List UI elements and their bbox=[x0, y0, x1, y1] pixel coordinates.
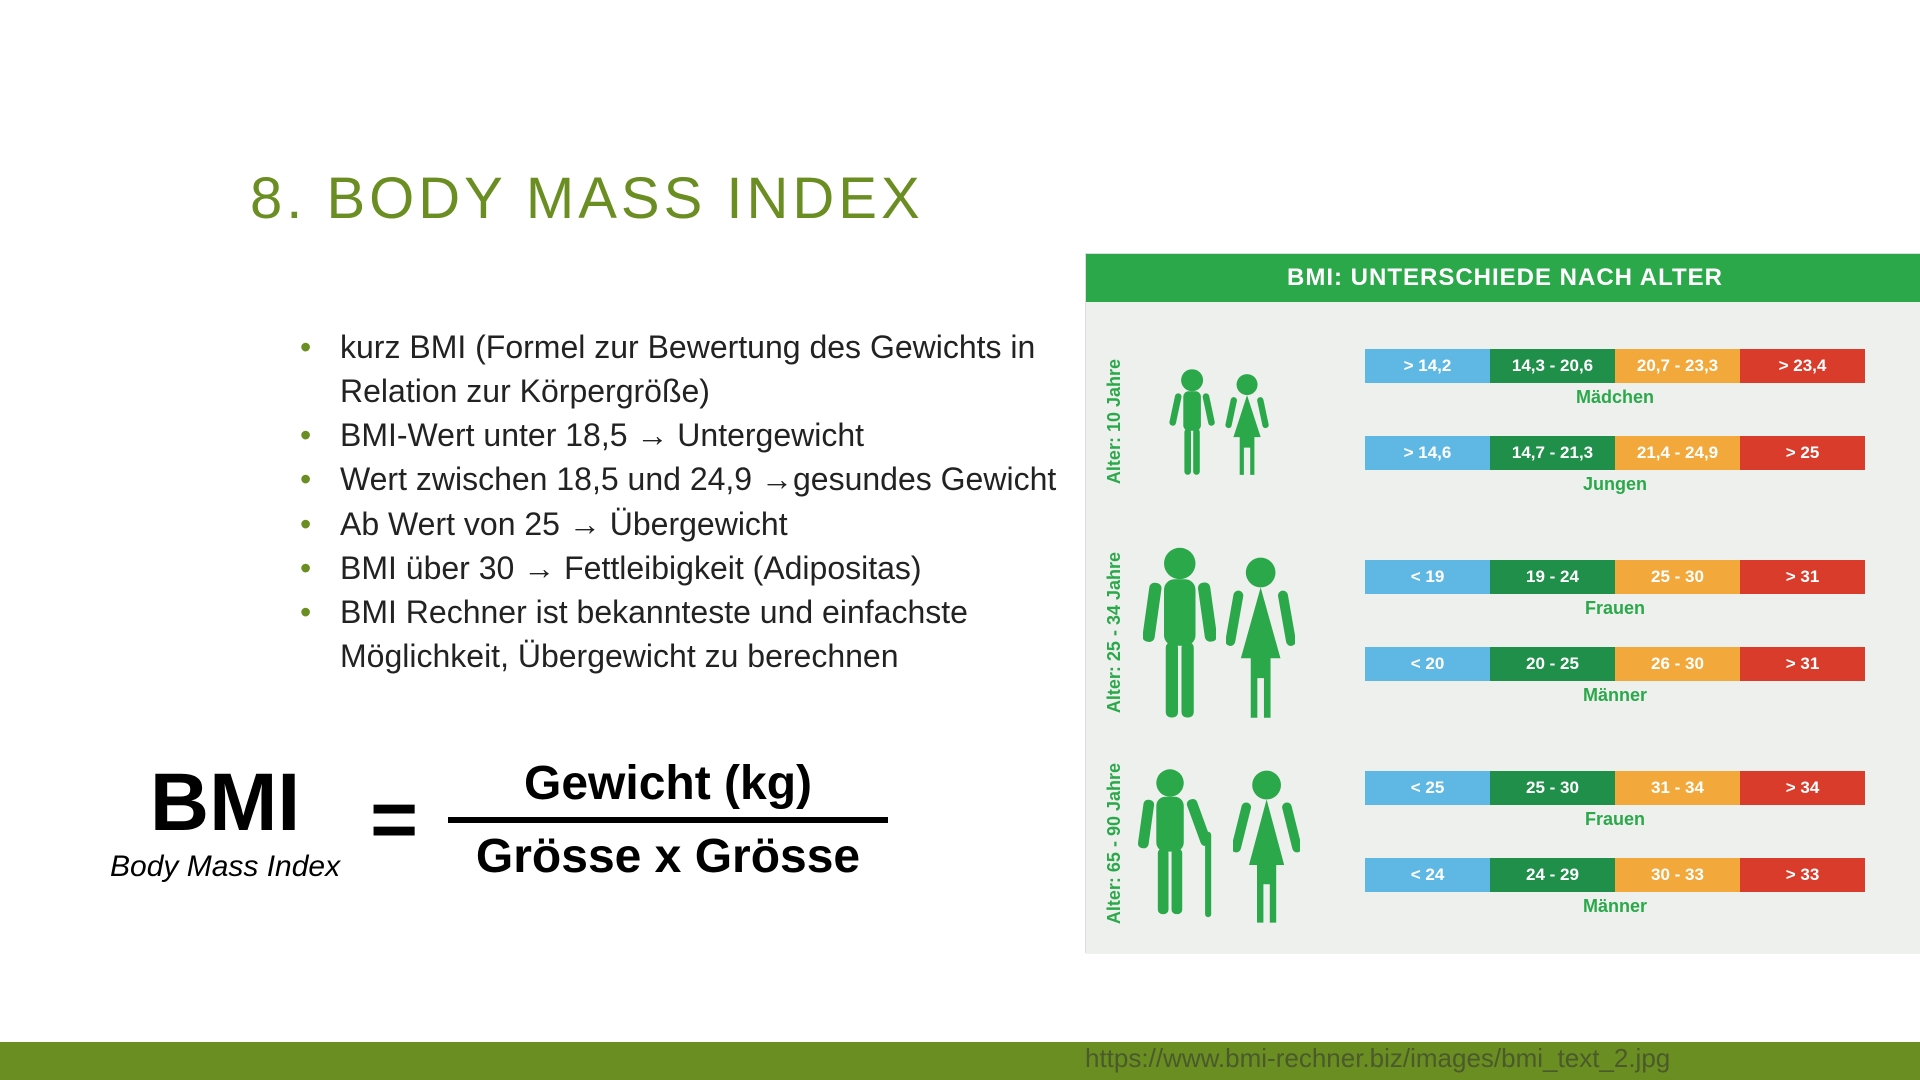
bmi-segment: > 14,2 bbox=[1365, 349, 1490, 383]
slide: 8. BODY MASS INDEX kurz BMI (Formel zur … bbox=[0, 0, 1920, 1080]
bmi-bar-label: Männer bbox=[1583, 685, 1647, 706]
bmi-segment: 21,4 - 24,9 bbox=[1615, 436, 1740, 470]
age-group: Alter: 25 - 34 Jahre < 1919 - 2425 - 30>… bbox=[1104, 533, 1906, 733]
bullet-list: kurz BMI (Formel zur Bewertung des Gewic… bbox=[300, 325, 1060, 678]
bmi-segment: < 24 bbox=[1365, 858, 1490, 892]
person-figures bbox=[1134, 546, 1304, 721]
person-figures bbox=[1134, 367, 1304, 477]
bullet-item: kurz BMI (Formel zur Bewertung des Gewic… bbox=[300, 325, 1060, 413]
age-group: Alter: 65 - 90 Jahre < 2525 - 3031 - 34>… bbox=[1104, 744, 1906, 944]
bmi-segment: > 34 bbox=[1740, 771, 1865, 805]
bmi-bar-row: < 1919 - 2425 - 30> 31 bbox=[1365, 560, 1865, 594]
formula-fraction: Gewicht (kg) Grösse x Grösse bbox=[448, 750, 888, 890]
age-label: Alter: 65 - 90 Jahre bbox=[1104, 763, 1134, 924]
footer-url: https://www.bmi-rechner.biz/images/bmi_t… bbox=[1085, 1043, 1670, 1074]
infographic-header: BMI: UNTERSCHIEDE NACH ALTER bbox=[1086, 254, 1920, 302]
bmi-bar-row: > 14,614,7 - 21,321,4 - 24,9> 25 bbox=[1365, 436, 1865, 470]
bmi-bar-label: Männer bbox=[1583, 896, 1647, 917]
bullet-item: BMI Rechner ist bekannteste und einfachs… bbox=[300, 590, 1060, 678]
bullet-item: BMI über 30 → Fettleibigkeit (Adipositas… bbox=[300, 546, 1060, 590]
bmi-bar-label: Frauen bbox=[1585, 809, 1645, 830]
bars-column: > 14,214,3 - 20,620,7 - 23,3> 23,4 Mädche… bbox=[1304, 349, 1906, 495]
formula-numerator: Gewicht (kg) bbox=[504, 750, 832, 817]
bmi-bar-block: > 14,214,3 - 20,620,7 - 23,3> 23,4 Mädche… bbox=[1324, 349, 1906, 408]
formula-lhs: BMI Body Mass Index bbox=[110, 756, 340, 884]
bars-column: < 2525 - 3031 - 34> 34Frauen< 2424 - 293… bbox=[1304, 771, 1906, 917]
formula-bmi-subtitle: Body Mass Index bbox=[110, 850, 340, 884]
bmi-segment: 14,7 - 21,3 bbox=[1490, 436, 1615, 470]
bars-column: < 1919 - 2425 - 30> 31Frauen< 2020 - 252… bbox=[1304, 560, 1906, 706]
bmi-segment: > 23,4 bbox=[1740, 349, 1865, 383]
person-figures bbox=[1134, 759, 1304, 929]
age-group: Alter: 10 Jahre > 14,214,3 - 20,620,7 - … bbox=[1104, 322, 1906, 522]
bmi-bar-label: Frauen bbox=[1585, 598, 1645, 619]
age-label: Alter: 10 Jahre bbox=[1104, 359, 1134, 484]
slide-title: 8. BODY MASS INDEX bbox=[250, 165, 924, 232]
bmi-segment: < 25 bbox=[1365, 771, 1490, 805]
bmi-bar-block: < 2424 - 2930 - 33> 33 Männer bbox=[1324, 858, 1906, 917]
bmi-bar-block: < 1919 - 2425 - 30> 31 Frauen bbox=[1324, 560, 1906, 619]
bullet-item: Ab Wert von 25 → Übergewicht bbox=[300, 502, 1060, 546]
bmi-segment: 19 - 24 bbox=[1490, 560, 1615, 594]
bmi-segment: < 19 bbox=[1365, 560, 1490, 594]
bmi-segment: > 33 bbox=[1740, 858, 1865, 892]
bmi-segment: 25 - 30 bbox=[1490, 771, 1615, 805]
bmi-segment: < 20 bbox=[1365, 647, 1490, 681]
bmi-segment: 24 - 29 bbox=[1490, 858, 1615, 892]
bmi-segment: 14,3 - 20,6 bbox=[1490, 349, 1615, 383]
bmi-bar-row: < 2525 - 3031 - 34> 34 bbox=[1365, 771, 1865, 805]
bmi-bar-label: Mädchen bbox=[1576, 387, 1654, 408]
bmi-segment: 20,7 - 23,3 bbox=[1615, 349, 1740, 383]
bmi-bar-row: < 2020 - 2526 - 30> 31 bbox=[1365, 647, 1865, 681]
infographic-body: Alter: 10 Jahre > 14,214,3 - 20,620,7 - … bbox=[1086, 302, 1920, 954]
bmi-bar-block: > 14,614,7 - 21,321,4 - 24,9> 25 Jungen bbox=[1324, 436, 1906, 495]
bmi-bar-row: < 2424 - 2930 - 33> 33 bbox=[1365, 858, 1865, 892]
formula-equals: = bbox=[370, 773, 418, 867]
bmi-formula: BMI Body Mass Index = Gewicht (kg) Gröss… bbox=[110, 750, 980, 890]
bmi-segment: 31 - 34 bbox=[1615, 771, 1740, 805]
bullet-item: Wert zwischen 18,5 und 24,9 →gesundes Ge… bbox=[300, 457, 1060, 501]
formula-bmi-text: BMI bbox=[150, 756, 300, 850]
bmi-bar-row: > 14,214,3 - 20,620,7 - 23,3> 23,4 bbox=[1365, 349, 1865, 383]
bmi-segment: > 14,6 bbox=[1365, 436, 1490, 470]
bmi-segment: 25 - 30 bbox=[1615, 560, 1740, 594]
bmi-segment: 30 - 33 bbox=[1615, 858, 1740, 892]
bmi-segment: > 31 bbox=[1740, 647, 1865, 681]
bullet-item: BMI-Wert unter 18,5 → Untergewicht bbox=[300, 413, 1060, 457]
bmi-bar-label: Jungen bbox=[1583, 474, 1647, 495]
age-label: Alter: 25 - 34 Jahre bbox=[1104, 552, 1134, 713]
bmi-bar-block: < 2525 - 3031 - 34> 34 Frauen bbox=[1324, 771, 1906, 830]
bmi-segment: > 31 bbox=[1740, 560, 1865, 594]
formula-denominator: Grösse x Grösse bbox=[456, 823, 880, 890]
bmi-infographic: BMI: UNTERSCHIEDE NACH ALTER Alter: 10 J… bbox=[1085, 253, 1920, 953]
bmi-segment: 20 - 25 bbox=[1490, 647, 1615, 681]
bmi-segment: 26 - 30 bbox=[1615, 647, 1740, 681]
bmi-segment: > 25 bbox=[1740, 436, 1865, 470]
bmi-bar-block: < 2020 - 2526 - 30> 31 Männer bbox=[1324, 647, 1906, 706]
